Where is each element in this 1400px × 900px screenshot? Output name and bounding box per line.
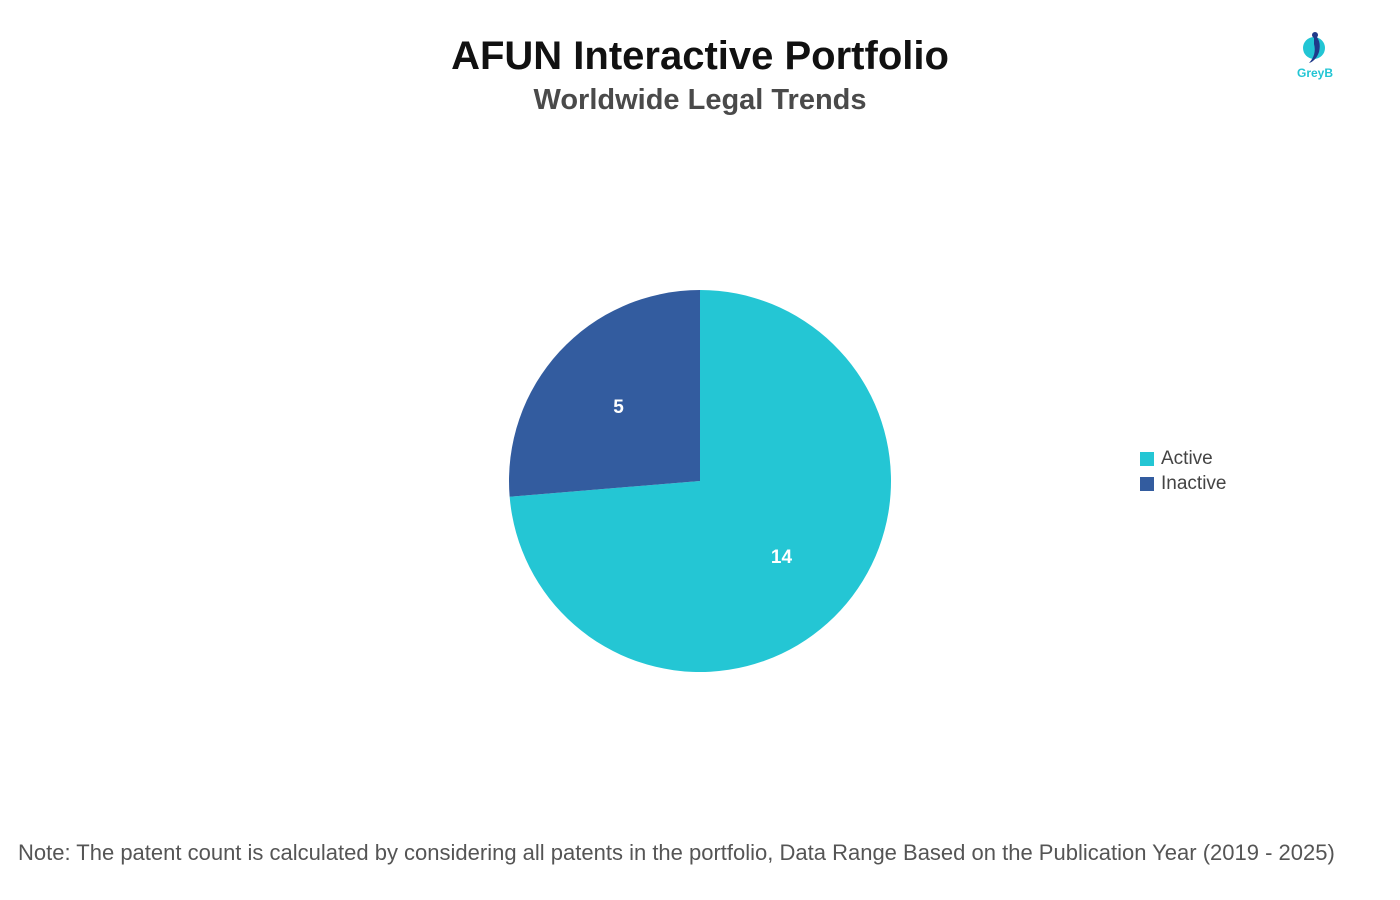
chart-legend: Active Inactive xyxy=(1140,446,1226,496)
pie-slices xyxy=(509,290,891,672)
legend-swatch-active xyxy=(1140,451,1154,466)
footer-note: Note: The patent count is calculated by … xyxy=(18,840,1335,865)
legend-label-inactive: Inactive xyxy=(1161,472,1227,494)
pie-slice-active xyxy=(509,290,891,672)
legend-swatch-inactive xyxy=(1140,476,1154,491)
pie-label-inactive: 5 xyxy=(613,397,624,418)
greyb-logo-icon xyxy=(1303,32,1325,63)
legend-label-active: Active xyxy=(1161,447,1213,469)
chart-title: AFUN Interactive Portfolio xyxy=(451,34,949,78)
greyb-logo: GreyB xyxy=(1290,30,1340,82)
legend-item-active: Active xyxy=(1140,446,1226,471)
greyb-logo-text: GreyB xyxy=(1296,66,1334,80)
pie-label-active: 14 xyxy=(771,547,793,568)
legend-item-inactive: Inactive xyxy=(1140,471,1226,496)
pie-slice-inactive xyxy=(509,290,700,497)
chart-subtitle: Worldwide Legal Trends xyxy=(533,84,867,116)
pie-data-labels: 14 5 xyxy=(613,397,792,568)
